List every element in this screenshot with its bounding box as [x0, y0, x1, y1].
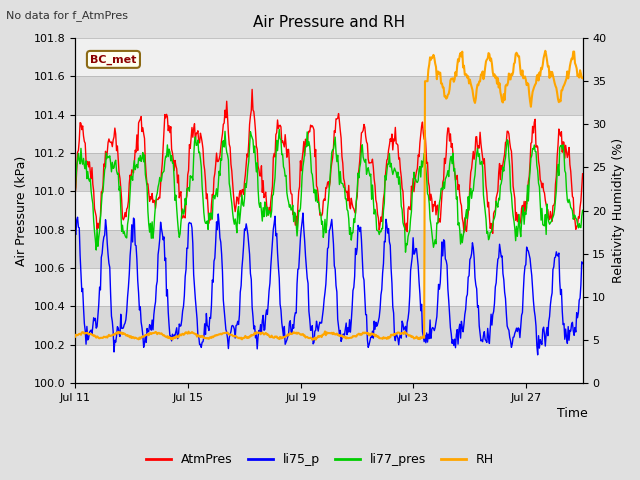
Y-axis label: Relativity Humidity (%): Relativity Humidity (%) — [612, 138, 625, 283]
Bar — [75, 115, 582, 153]
Bar — [75, 38, 582, 76]
Bar — [75, 192, 582, 229]
X-axis label: Time: Time — [557, 407, 588, 420]
Title: Air Pressure and RH: Air Pressure and RH — [253, 15, 405, 30]
Bar — [75, 229, 582, 268]
Y-axis label: Air Pressure (kPa): Air Pressure (kPa) — [15, 156, 28, 265]
Legend: AtmPres, li75_p, li77_pres, RH: AtmPres, li75_p, li77_pres, RH — [141, 448, 499, 471]
Bar — [75, 306, 582, 345]
Bar — [75, 268, 582, 306]
Text: No data for f_AtmPres: No data for f_AtmPres — [6, 10, 129, 21]
Bar — [75, 76, 582, 115]
Text: BC_met: BC_met — [90, 54, 136, 64]
Bar — [75, 153, 582, 192]
Bar — [75, 345, 582, 383]
